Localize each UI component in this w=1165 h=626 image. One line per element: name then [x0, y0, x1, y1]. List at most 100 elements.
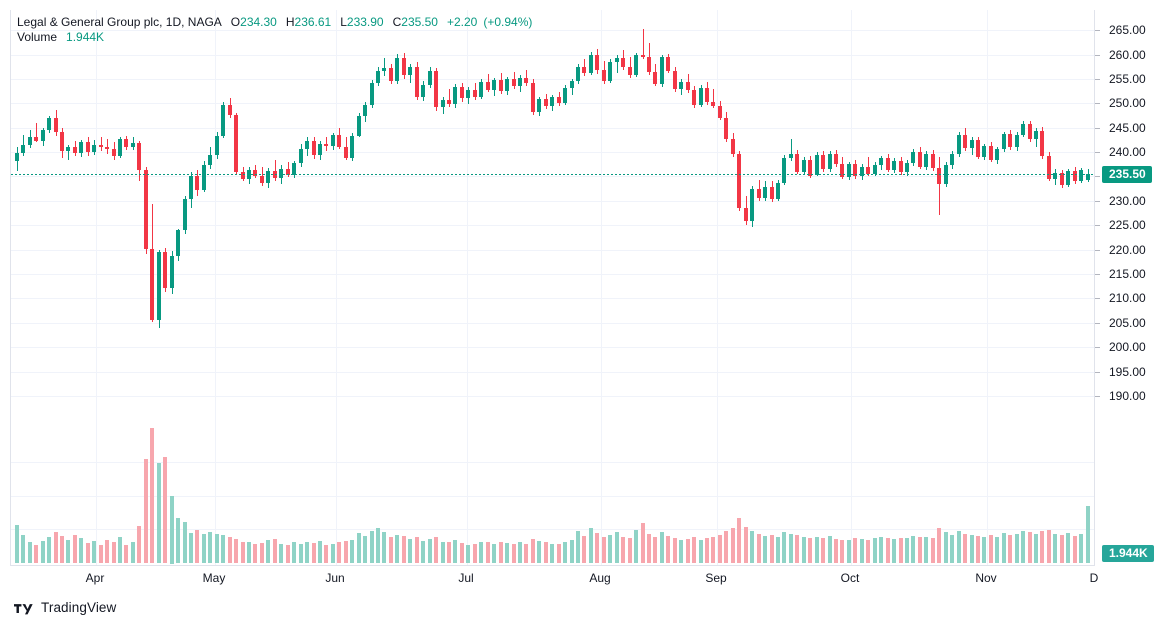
volume-bar [486, 542, 490, 563]
volume-bar [589, 528, 593, 563]
volume-bar [286, 545, 290, 563]
time-scale[interactable]: Apr May Jun Jul Aug Sep Oct Nov D [10, 565, 1098, 591]
tradingview-footer[interactable]: TradingView [14, 598, 116, 618]
volume-bar [492, 544, 496, 563]
volume-bar [1073, 536, 1077, 563]
candle-body [486, 81, 490, 90]
candle-body [518, 77, 522, 86]
candle-body [208, 155, 212, 165]
volume-bar [1008, 535, 1012, 563]
chart-pane[interactable] [10, 10, 1095, 565]
volume-bar [860, 539, 864, 563]
candle-body [918, 152, 922, 167]
candle-body [718, 106, 722, 118]
volume-bar [305, 542, 309, 563]
candle-body [1021, 123, 1025, 135]
candle-body [499, 79, 503, 91]
candle-body [28, 136, 32, 146]
candle-body [531, 82, 535, 113]
volume-bar [499, 542, 503, 563]
volume-bar [518, 542, 522, 563]
candle-body [79, 142, 83, 153]
candle-body [582, 67, 586, 74]
volume-bar [982, 537, 986, 563]
volume-bar [989, 535, 993, 563]
volume-bar [737, 518, 741, 563]
price-gridline [11, 396, 1094, 397]
candle-body [840, 163, 844, 178]
volume-bar [692, 537, 696, 563]
candle-body [976, 140, 980, 157]
volume-bar [131, 542, 135, 563]
candle-body [331, 134, 335, 147]
time-tick: Apr [85, 571, 105, 585]
candle-wick [791, 139, 792, 161]
candle-body [595, 54, 599, 71]
volume-bar [460, 543, 464, 563]
candle-body [376, 71, 380, 83]
candle-body [666, 56, 670, 72]
volume-bar [324, 545, 328, 563]
volume-bar [963, 534, 967, 563]
tradingview-brand-text: TradingView [41, 600, 117, 615]
candle-body [112, 149, 116, 156]
volume-bar [1034, 534, 1038, 563]
volume-bar [950, 535, 954, 563]
candle-body [382, 68, 386, 72]
volume-bar [789, 534, 793, 563]
volume-bar [608, 535, 612, 563]
volume-bar [144, 459, 148, 563]
candle-body [492, 79, 496, 90]
time-gridline [467, 10, 468, 565]
candle-body [441, 100, 445, 108]
volume-bar [47, 537, 51, 563]
candle-body [253, 169, 257, 177]
volume-bar [821, 538, 825, 563]
candle-body [989, 146, 993, 160]
time-tick: Oct [840, 571, 860, 585]
candle-body [937, 167, 941, 185]
candle-body [460, 86, 464, 99]
volume-bar [421, 541, 425, 563]
candle-body [1047, 156, 1051, 180]
candle-body [899, 160, 903, 172]
volume-bar [54, 532, 58, 563]
volume-bar [602, 537, 606, 563]
volume-gridline [11, 529, 1094, 530]
volume-bar [150, 428, 154, 563]
price-scale[interactable]: 265.00260.00255.00250.00245.00240.00235.… [1095, 10, 1165, 565]
candle-body [724, 117, 728, 140]
candle-body [737, 154, 741, 208]
candle-body [770, 187, 774, 199]
candle-body [195, 176, 199, 191]
volume-bar [434, 537, 438, 563]
volume-bar [163, 457, 167, 563]
price-gridline [11, 201, 1094, 202]
volume-bar [782, 532, 786, 563]
volume-bar [99, 545, 103, 563]
candle-body [86, 142, 90, 152]
volume-bar [1053, 534, 1057, 563]
volume-bar [208, 532, 212, 563]
current-volume-badge[interactable]: 1.944K [1102, 545, 1154, 562]
candle-body [150, 248, 154, 320]
candle-body [782, 157, 786, 184]
candle-body [144, 169, 148, 249]
volume-bar [292, 542, 296, 563]
candle-body [453, 86, 457, 105]
current-price-badge[interactable]: 235.50 [1102, 166, 1152, 183]
candle-body [357, 116, 361, 136]
candle-body [21, 145, 25, 154]
candle-body [589, 54, 593, 74]
volume-bar [1021, 531, 1025, 563]
candle-body [105, 147, 109, 150]
volume-bar [79, 538, 83, 563]
volume-bar [944, 532, 948, 563]
volume-bar [757, 534, 761, 563]
volume-bar [428, 539, 432, 563]
time-tick: D [1089, 571, 1099, 585]
candle-wick [868, 156, 869, 177]
candle-body [1060, 172, 1064, 186]
volume-bar [808, 538, 812, 563]
time-tick: Nov [975, 571, 997, 585]
